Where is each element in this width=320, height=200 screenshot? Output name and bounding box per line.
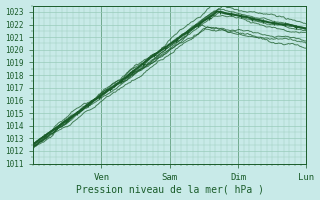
X-axis label: Pression niveau de la mer( hPa ): Pression niveau de la mer( hPa ) <box>76 184 264 194</box>
